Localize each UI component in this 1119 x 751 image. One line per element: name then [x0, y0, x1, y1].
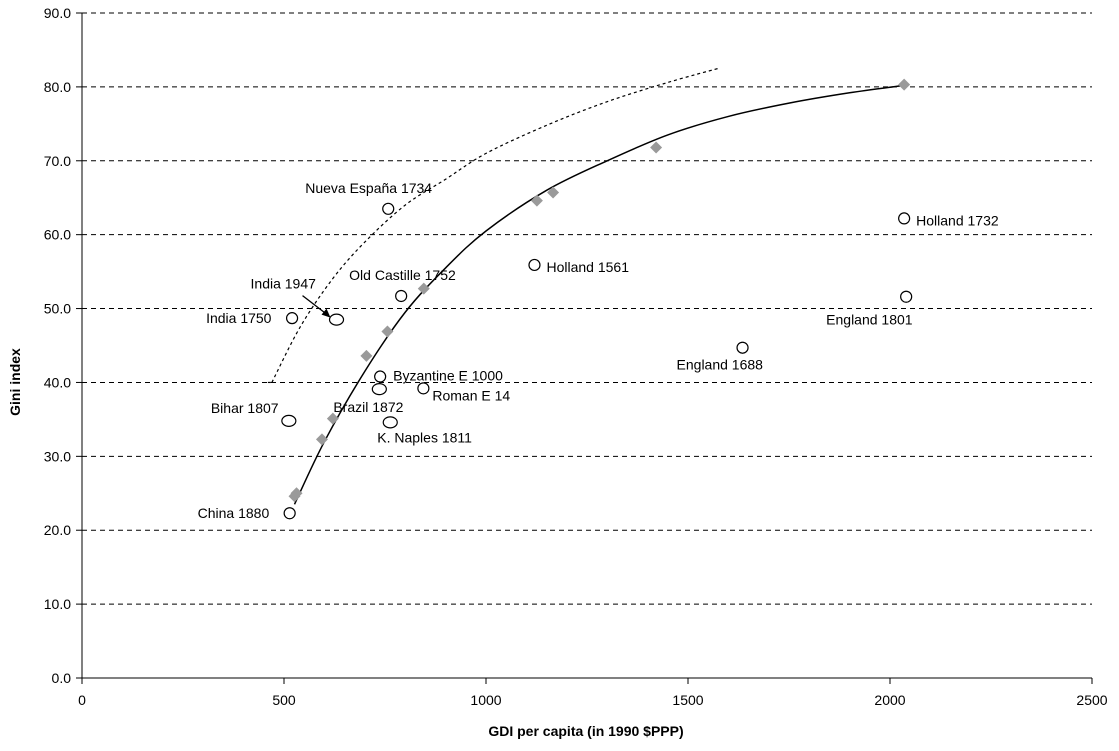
india-1947-arrow: [302, 295, 331, 318]
observation-label: Nueva España 1734: [305, 180, 432, 196]
y-tick-label: 20.0: [44, 522, 71, 538]
observation-point: [382, 416, 398, 429]
dashed-frontier-curve: [271, 67, 719, 383]
observation-label: Bihar 1807: [211, 400, 279, 416]
x-axis-title: GDI per capita (in 1990 $PPP): [488, 723, 683, 739]
frontier-point: [381, 325, 394, 338]
observation-label: K. Naples 1811: [377, 429, 472, 445]
observation-label: Roman E 14: [432, 387, 510, 403]
y-tick-label: 80.0: [44, 79, 71, 95]
observation-point: [528, 258, 541, 272]
y-tick-label: 60.0: [44, 227, 71, 243]
x-tick-label: 1000: [470, 692, 501, 708]
observation-point: [283, 507, 296, 520]
frontier-point: [315, 433, 328, 446]
x-tick-label: 2000: [874, 692, 905, 708]
observation-point: [900, 290, 913, 303]
observation-point: [371, 382, 387, 396]
frontier-point: [530, 194, 543, 207]
y-tick-label: 40.0: [44, 374, 71, 390]
observation-label: India 1750: [206, 310, 272, 326]
y-tick-label: 70.0: [44, 153, 71, 169]
observation-point: [417, 382, 430, 395]
markers: [281, 78, 913, 520]
frontier-point: [650, 141, 663, 154]
frontier-point: [898, 78, 911, 91]
observation-label: Brazil 1872: [333, 399, 403, 415]
frontier-point: [326, 412, 339, 425]
observation-label: Holland 1732: [916, 212, 999, 228]
solid-frontier-curve: [293, 84, 905, 505]
x-tick-label: 0: [78, 692, 86, 708]
observation-point: [395, 289, 408, 303]
y-tick-label: 10.0: [44, 596, 71, 612]
y-tick-label: 50.0: [44, 301, 71, 317]
frontier-point: [360, 349, 373, 362]
observation-point: [374, 370, 387, 383]
x-tick-label: 2500: [1076, 692, 1107, 708]
frontier-point: [290, 487, 303, 500]
observation-point: [898, 212, 911, 225]
y-tick-label: 0.0: [52, 670, 72, 686]
observation-label: China 1880: [198, 505, 270, 521]
observation-point: [285, 312, 299, 325]
point-labels: Nueva España 1734 Holland 1732 Holland 156…: [198, 180, 999, 521]
observation-label: India 1947: [251, 276, 317, 292]
observation-label: Old Castille 1752: [349, 267, 456, 283]
observation-label: Byzantine E 1000: [393, 368, 503, 384]
observation-point: [281, 414, 297, 427]
axes: 0.0 10.0 20.0 30.0 40.0 50.0 60.0 70.0 80.0 90.0 0…: [44, 5, 1108, 708]
observation-point: [382, 202, 395, 215]
frontier-point: [417, 282, 430, 295]
observation-label: Holland 1561: [546, 259, 629, 275]
arrow-head: [321, 308, 331, 318]
frontier-point: [547, 186, 560, 199]
x-tick-label: 500: [272, 692, 296, 708]
observation-label: England 1801: [826, 312, 913, 328]
observation-point: [328, 313, 345, 326]
y-tick-label: 90.0: [44, 5, 71, 21]
observation-label: England 1688: [677, 357, 764, 373]
y-tick-label: 30.0: [44, 448, 71, 464]
gridlines: [82, 12, 1092, 605]
observation-point: [736, 341, 749, 354]
curves: [267, 67, 905, 505]
y-axis-title: Gini index: [7, 348, 23, 416]
x-tick-label: 1500: [672, 692, 703, 708]
